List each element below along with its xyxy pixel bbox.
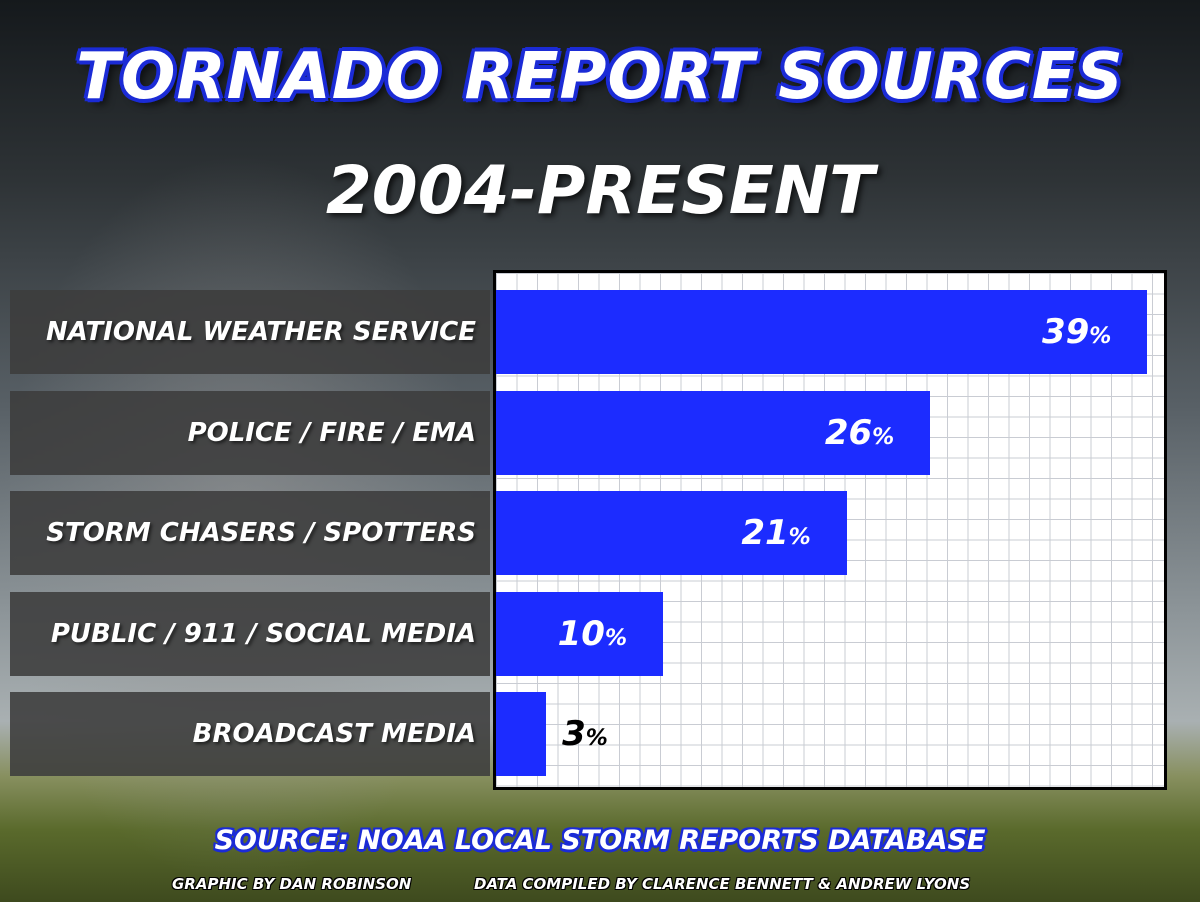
category-label-2: STORM CHASERS / SPOTTERS	[10, 491, 490, 575]
bar-0	[496, 290, 1148, 374]
value-number: 10	[557, 613, 605, 654]
value-label-3: 10%	[558, 592, 627, 681]
value-unit: %	[1089, 324, 1112, 349]
value-label-0: 39%	[1042, 290, 1111, 379]
value-unit: %	[604, 625, 627, 651]
value-label-4: 3%	[562, 692, 608, 781]
source-note: SOURCE: NOAA LOCAL STORM REPORTS DATABAS…	[214, 825, 986, 856]
bar-1	[496, 390, 931, 475]
value-number: 3	[562, 714, 586, 754]
plot-area: 39% 26% 21% 10% 3%	[493, 270, 1167, 790]
graphic-credit: GRAPHIC BY DAN ROBINSON	[172, 875, 412, 893]
chart-subtitle: 2004-PRESENT	[325, 152, 875, 229]
category-label-3: PUBLIC / 911 / SOCIAL MEDIA	[10, 591, 490, 676]
chart-title: TORNADO REPORT SOURCES	[76, 40, 1124, 114]
value-number: 21	[741, 513, 789, 553]
value-number: 26	[824, 412, 873, 453]
value-label-2: 21%	[741, 491, 810, 580]
value-unit: %	[872, 424, 895, 450]
value-number: 39	[1041, 312, 1090, 352]
bar-2	[496, 491, 847, 575]
data-credit: DATA COMPILED BY CLARENCE BENNETT & ANDR…	[474, 875, 971, 893]
category-label-0: NATIONAL WEATHER SERVICE	[10, 290, 490, 374]
category-label-1: POLICE / FIRE / EMA	[10, 390, 490, 475]
value-unit: %	[788, 525, 811, 550]
category-label-4: BROADCAST MEDIA	[10, 692, 490, 776]
bar-3	[496, 591, 663, 676]
value-unit: %	[585, 726, 608, 751]
value-label-1: 26%	[825, 391, 894, 480]
bar-4	[496, 692, 547, 776]
